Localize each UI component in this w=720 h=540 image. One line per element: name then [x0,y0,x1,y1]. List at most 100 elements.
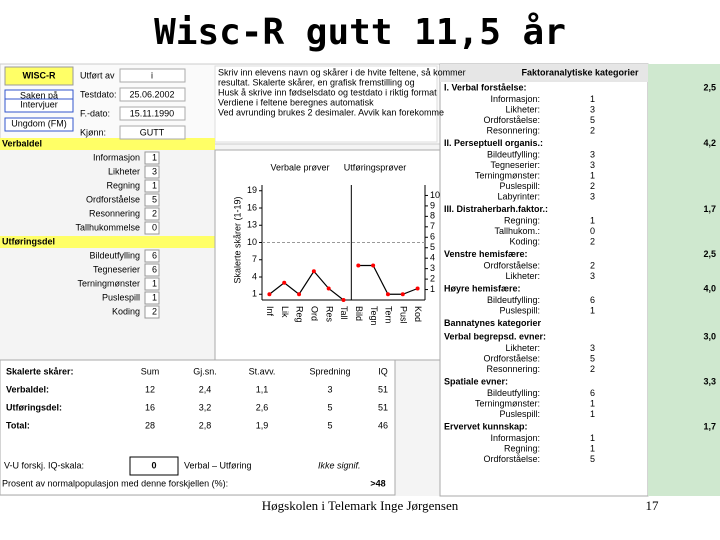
info-label: Saken på [20,90,58,100]
factor-score: 1 [590,398,595,408]
y2-tick-label: 5 [430,242,435,252]
factor-item: Bildeutfylling: [487,295,540,305]
factor-score: 1 [590,215,595,225]
y2-tick-label: 2 [430,273,435,283]
x-tick-label: Inf [265,306,275,317]
subtest-score: 6 [152,264,157,274]
info-label: Ungdom (FM) [11,118,67,128]
x-tick-label: Kod [413,306,423,322]
factor-score: 1 [590,94,595,104]
score-point [415,286,420,291]
y2-tick-label: 6 [430,232,435,242]
factor-score: 5 [590,353,595,363]
factor-area [439,63,649,497]
factor-score: 3 [590,160,595,170]
factor-item: Terningmønster: [475,170,540,180]
note-line: Husk å skrive inn fødselsdato og testdat… [218,87,437,97]
factor-score: 2 [590,125,595,135]
y-tick-label: 16 [247,202,257,212]
score-point [385,292,390,297]
subtest-name: Tallhukommelse [75,222,140,232]
x-tick-label: Pusl [398,306,408,324]
subtest-name: Resonnering [89,208,140,218]
value-cell [119,68,186,83]
value-cell [119,106,186,121]
group-name: Bannatynes kategorier [444,318,542,328]
group-name: III. Distraherbarh.faktor.: [444,204,548,214]
score-point [400,292,405,297]
subtest-name: Terningmønster [77,278,140,288]
column-head: St.avv. [249,366,276,376]
factor-item: Puslespill: [499,305,540,315]
factor-item: Likheter: [505,343,540,353]
factor-score: 6 [590,295,595,305]
subtest-name: Tegneserier [93,264,140,274]
info-value: GUTT [140,127,165,137]
factor-score: 1 [590,443,595,453]
factor-score: 3 [590,271,595,281]
score-point [297,292,302,297]
y2-tick-label: 3 [430,263,435,273]
diff-label: V-U forskj. IQ-skala: [4,460,84,470]
cell: 1,9 [256,420,269,430]
row-label: Utføringsdel: [6,402,62,412]
y-tick-label: 1 [252,289,257,299]
group-value: 3,0 [703,331,716,341]
score-point [282,280,287,285]
factor-item: Informasjon: [490,433,540,443]
legend-label: Verbale prøver [270,162,329,172]
info-value: 15.11.1990 [130,108,174,118]
diff-box [129,456,179,476]
subtest-name: Koding [112,306,140,316]
factor-score: 3 [590,104,595,114]
factor-score: 3 [590,191,595,201]
note-line: Verdiene i feltene beregnes automatisk [218,97,374,107]
cell: 1,1 [256,384,269,394]
factor-item: Puslespill: [499,409,540,419]
column-head: IQ [378,366,388,376]
cell: 2,4 [199,384,212,394]
subtest-score: 0 [152,222,157,232]
score-point [267,292,272,297]
info-field: Kjønn: [80,127,106,137]
score-point [341,298,346,302]
y-label: Skalerte skårer (1-19) [232,196,242,283]
row-label: Verbaldel: [6,384,49,394]
factor-item: Likheter: [505,271,540,281]
score-cell [144,165,160,179]
title: Wisc-R gutt 11,5 år [154,12,566,53]
factor-score: 1 [590,170,595,180]
group-value: 3,3 [703,376,716,386]
section-heading: Verbaldel [2,138,42,148]
factor-item: Bildeutfylling: [487,388,540,398]
score-cell [144,179,160,193]
footer: Høgskolen i Telemark Inge Jørgensen [262,498,459,513]
score-cell [144,151,160,165]
column-head: Spredning [309,366,350,376]
score-point [356,263,361,268]
x-tick-label: Res [324,306,334,323]
score-cell [144,193,160,207]
x-tick-label: Lik [280,306,290,318]
factor-item: Koding: [509,236,540,246]
subtest-score: 5 [152,194,157,204]
score-cell [144,207,160,221]
logo: WISC-R [23,70,56,80]
group-name: Venstre hemisfære: [444,249,528,259]
y2-tick-label: 8 [430,211,435,221]
subtest-score: 1 [152,278,157,288]
y2-tick-label: 10 [430,190,440,200]
group-name: Ervervet kunnskap: [444,421,528,431]
x-tick-label: Tern [384,306,394,324]
factor-score: 2 [590,364,595,374]
factor-item: Regning: [504,443,540,453]
factor-item: Informasjon: [490,94,540,104]
score-cell [144,277,160,291]
cell: 3,2 [199,402,212,412]
group-value: 2,5 [703,82,716,92]
subtest-name: Bildeutfylling [89,250,140,260]
column-head: Sum [141,366,160,376]
factor-item: Tegneserier: [490,160,540,170]
y-tick-label: 4 [252,271,257,281]
